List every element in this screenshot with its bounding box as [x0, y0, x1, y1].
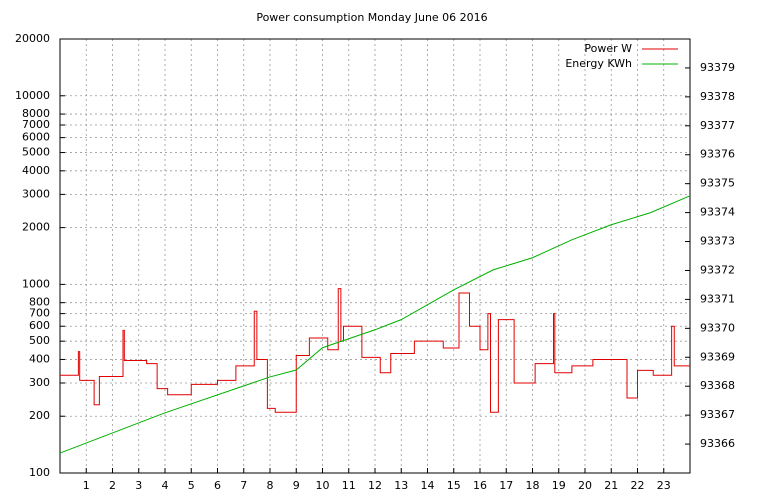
series-line — [60, 288, 690, 413]
x-tick-label: 15 — [447, 479, 461, 492]
x-tick-label: 4 — [162, 479, 169, 492]
y2-tick-label: 93373 — [700, 235, 735, 248]
x-tick-label: 9 — [293, 479, 300, 492]
x-tick-label: 16 — [473, 479, 487, 492]
series-line — [59, 195, 691, 454]
y-tick-label: 4000 — [22, 164, 50, 177]
x-tick-label: 19 — [552, 479, 566, 492]
chart-title: Power consumption Monday June 06 2016 — [256, 11, 487, 24]
y2-tick-label: 93368 — [700, 379, 735, 392]
y-tick-label: 8000 — [22, 107, 50, 120]
x-tick-label: 2 — [109, 479, 116, 492]
y-tick-label: 400 — [29, 352, 50, 365]
y-tick-label: 200 — [29, 409, 50, 422]
y-tick-label: 3000 — [22, 187, 50, 200]
y-tick-label: 20000 — [15, 32, 50, 45]
y2-tick-label: 93369 — [700, 350, 735, 363]
y-tick-label: 300 — [29, 376, 50, 389]
x-tick-label: 5 — [188, 479, 195, 492]
y-tick-label: 1000 — [22, 277, 50, 290]
y2-tick-label: 93370 — [700, 321, 735, 334]
x-tick-label: 17 — [499, 479, 513, 492]
y2-tick-label: 93372 — [700, 263, 735, 276]
x-tick-label: 12 — [368, 479, 382, 492]
y-tick-label: 2000 — [22, 221, 50, 234]
x-tick-label: 18 — [526, 479, 540, 492]
y2-tick-label: 93378 — [700, 90, 735, 103]
x-tick-label: 14 — [421, 479, 435, 492]
y-tick-label: 500 — [29, 334, 50, 347]
x-tick-label: 3 — [135, 479, 142, 492]
legend-label: Energy KWh — [565, 57, 632, 70]
y2-tick-label: 93366 — [700, 437, 735, 450]
y2-tick-label: 93377 — [700, 119, 735, 132]
x-tick-label: 1 — [83, 479, 90, 492]
y2-tick-label: 93375 — [700, 177, 735, 190]
legend-label: Power W — [584, 42, 632, 55]
x-tick-label: 10 — [316, 479, 330, 492]
x-tick-label: 11 — [342, 479, 356, 492]
y-tick-label: 7000 — [22, 118, 50, 131]
y2-tick-label: 93379 — [700, 61, 735, 74]
x-tick-label: 23 — [657, 479, 671, 492]
y-tick-label: 6000 — [22, 131, 50, 144]
y-tick-label: 10000 — [15, 89, 50, 102]
y2-tick-label: 93374 — [700, 206, 735, 219]
y-tick-label: 600 — [29, 319, 50, 332]
y-tick-label: 100 — [29, 466, 50, 479]
x-tick-label: 20 — [578, 479, 592, 492]
y2-tick-label: 93376 — [700, 148, 735, 161]
y2-tick-label: 93371 — [700, 292, 735, 305]
x-tick-label: 13 — [394, 479, 408, 492]
y-tick-label: 700 — [29, 307, 50, 320]
y-tick-label: 800 — [29, 296, 50, 309]
y-tick-label: 5000 — [22, 146, 50, 159]
x-tick-label: 8 — [267, 479, 274, 492]
x-tick-label: 7 — [240, 479, 247, 492]
x-tick-label: 6 — [214, 479, 221, 492]
x-tick-label: 21 — [604, 479, 618, 492]
x-tick-label: 22 — [631, 479, 645, 492]
plot-frame — [59, 38, 691, 474]
y2-tick-label: 93367 — [700, 408, 735, 421]
